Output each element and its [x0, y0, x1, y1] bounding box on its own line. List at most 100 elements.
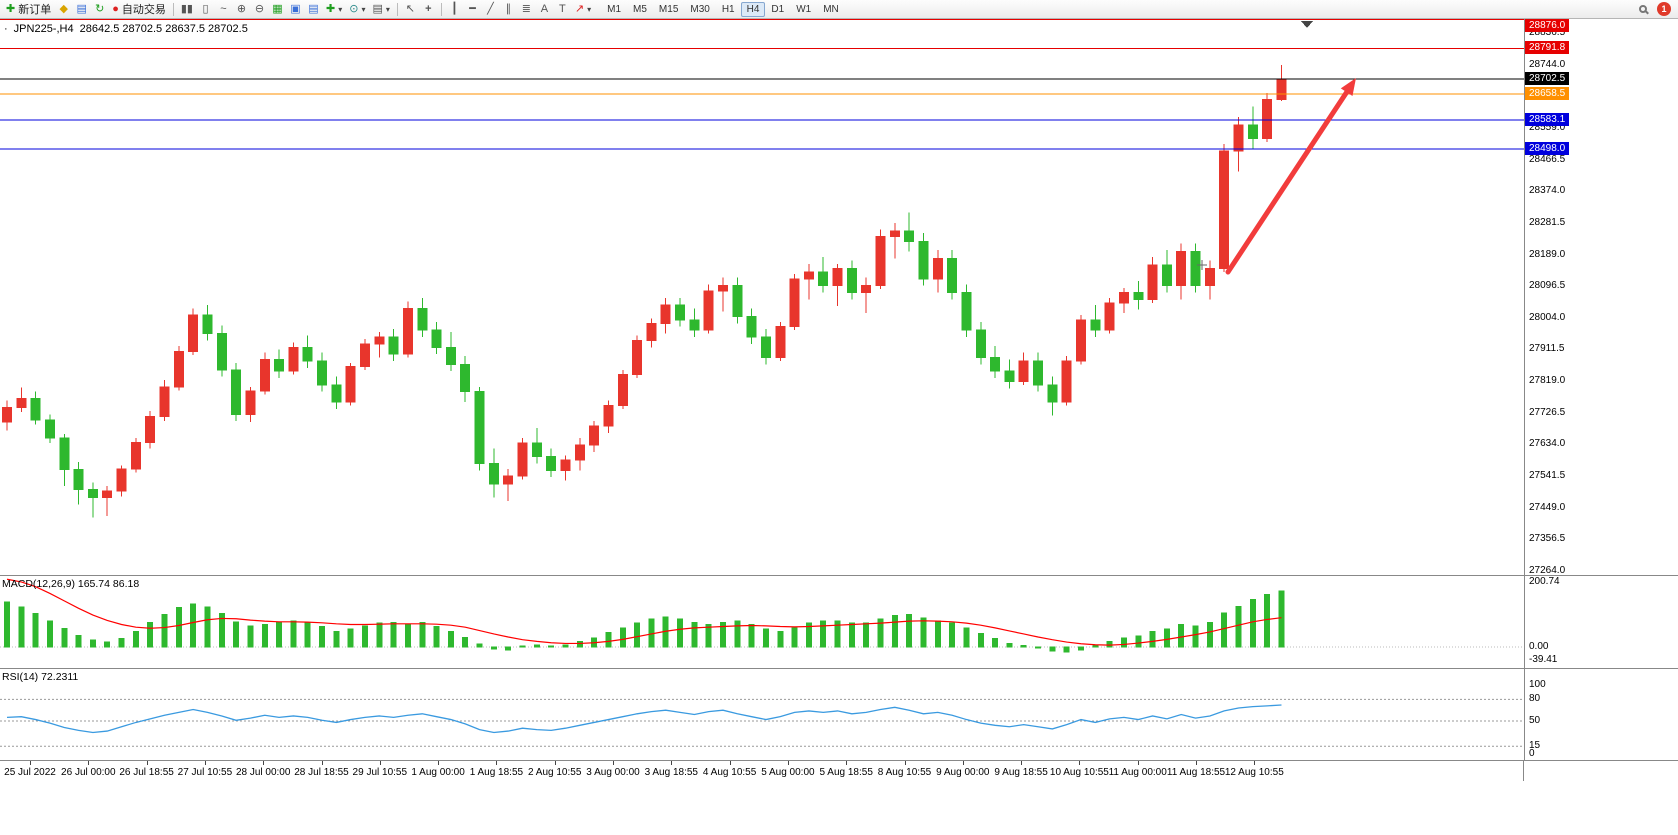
timeframe-button-mn[interactable]: MN	[823, 3, 839, 15]
new-order-icon: ✚	[6, 2, 16, 15]
price-tick-label: 27264.0	[1529, 564, 1566, 576]
new-order-button[interactable]: ✚ 新订单	[3, 1, 54, 18]
price-tick-label: 27726.5	[1529, 406, 1566, 418]
autotrading-button[interactable]: ● 自动交易	[109, 1, 169, 18]
timeframe-button-m30[interactable]: M30	[690, 3, 710, 15]
window-list-icon: ▤	[308, 2, 319, 15]
channel-button[interactable]: ∥	[500, 1, 517, 18]
periods-button[interactable]: ⊙ ▾	[346, 1, 368, 18]
time-label: 28 Jul 18:55	[294, 767, 349, 778]
rsi-axis-label: 15	[1529, 740, 1541, 752]
price-tick-label: 28744.0	[1529, 58, 1566, 70]
main-chart-panel: · JPN225-,H4 28642.5 28702.5 28637.5 287…	[0, 19, 1678, 576]
price-level-label: 28876.0	[1525, 19, 1570, 32]
timeframe-button-m15[interactable]: M15	[658, 3, 679, 15]
rsi-axis-label: 80	[1529, 693, 1541, 705]
timeframe-button-m5[interactable]: M5	[633, 3, 647, 15]
candlestick-chart-button[interactable]: ▯	[197, 1, 214, 18]
trendline-icon: ╱	[487, 2, 494, 15]
time-label: 28 Jul 00:00	[235, 767, 291, 778]
arrows-button[interactable]: ↗ ▾	[572, 1, 594, 18]
notification-badge[interactable]: 1	[1657, 2, 1671, 16]
timeframe-button-h1[interactable]: H1	[721, 3, 735, 15]
fibonacci-icon: ≣	[521, 2, 531, 15]
line-chart-button[interactable]: ~	[215, 1, 232, 18]
time-label: 29 Jul 10:55	[352, 767, 408, 778]
search-button[interactable]	[1634, 1, 1651, 18]
chart-canvas[interactable]	[0, 19, 1524, 575]
price-tick-label: 28281.5	[1529, 216, 1566, 228]
time-label: 25 Jul 2022	[4, 767, 56, 778]
rsi-panel: RSI(14) 72.2311 100 80 50 15 0	[0, 668, 1678, 760]
indicators-icon: ◆	[59, 2, 68, 15]
refresh-button[interactable]: ↻	[91, 1, 108, 18]
macd-canvas[interactable]	[0, 576, 1524, 668]
time-axis[interactable]: 25 Jul 2022 26 Jul 00:00 26 Jul 18:55 27 Ju…	[0, 760, 1678, 781]
time-tick	[962, 761, 964, 765]
rsi-axis[interactable]: 100 80 50 15 0	[1524, 669, 1678, 760]
chart-title: · JPN225-,H4 28642.5 28702.5 28637.5 287…	[4, 23, 248, 35]
text-button[interactable]: A	[536, 1, 553, 18]
zoom-out-icon: ⊖	[254, 2, 265, 15]
timeframe-button-m1[interactable]: M1	[607, 3, 622, 15]
price-tick-label: 28096.5	[1529, 280, 1566, 292]
zoom-out-button[interactable]: ⊖	[251, 1, 268, 18]
zoom-in-button[interactable]: ⊕	[233, 1, 250, 18]
cursor-button[interactable]: ↖	[402, 1, 419, 18]
horizontal-line-button[interactable]: ━	[464, 1, 481, 18]
toolbar-separator	[440, 2, 442, 16]
time-tick	[729, 761, 731, 765]
templates-button[interactable]: ▤ ▾	[369, 1, 392, 18]
time-label: 9 Aug 18:55	[994, 767, 1048, 778]
crosshair-button[interactable]: +	[420, 1, 437, 18]
tile-windows-icon: ▦	[272, 2, 283, 15]
timeframe-button-w1[interactable]: W1	[796, 3, 812, 15]
market-watch-button[interactable]: ▤	[73, 1, 90, 18]
indicators-button[interactable]: ◆	[55, 1, 72, 18]
time-label: 27 Jul 10:55	[177, 767, 233, 778]
vertical-line-button[interactable]: ┃	[446, 1, 463, 18]
time-tick	[88, 761, 90, 765]
time-label: 4 Aug 10:55	[702, 767, 757, 778]
toolbar-right: 1	[1634, 1, 1675, 18]
market-watch-icon: ▤	[76, 2, 87, 15]
text-label-button[interactable]: T	[554, 1, 571, 18]
arrow-tool-icon: ↗	[574, 2, 585, 15]
time-label: 12 Aug 10:55	[1224, 767, 1284, 778]
price-level-label: 28583.1	[1525, 112, 1570, 126]
time-label: 26 Jul 00:00	[61, 767, 116, 778]
rsi-canvas[interactable]	[0, 669, 1524, 760]
bar-chart-icon: ▮▮	[180, 2, 193, 15]
time-tick	[204, 761, 206, 765]
bar-chart-button[interactable]: ▮▮	[178, 1, 196, 18]
chart-shift-marker	[1301, 21, 1313, 28]
time-axis-scale: 25 Jul 2022 26 Jul 00:00 26 Jul 18:55 27 Ju…	[0, 761, 1524, 781]
time-tick	[846, 761, 848, 765]
price-axis[interactable]: 28836.528744.028651.528559.028466.528374…	[1524, 19, 1678, 576]
fibonacci-button[interactable]: ≣	[518, 1, 535, 18]
add-indicator-button[interactable]: ✚ ▾	[323, 1, 345, 18]
time-label: 3 Aug 18:55	[644, 767, 698, 778]
toolbar: ✚ 新订单 ◆ ▤ ↻ ● 自动交易 ▮▮ ▯ ~ ⊕ ⊖ ▦ ▣ ▤ ✚ ▾ …	[0, 0, 1678, 19]
candlestick-chart-icon: ▯	[202, 2, 209, 15]
macd-axis[interactable]: 200.74 0.00 -39.41	[1524, 576, 1678, 668]
horizontal-line-icon: ━	[469, 2, 476, 15]
time-tick	[263, 761, 265, 765]
tile-windows-button[interactable]: ▦	[269, 1, 286, 18]
time-label: 9 Aug 00:00	[936, 767, 990, 778]
timeframe-button-h4[interactable]: H4	[740, 1, 766, 17]
window-list-button[interactable]: ▤	[305, 1, 322, 18]
timeframe-toolbar: M1 M5 M15 M30 H1 H4 D1 W1 MN	[601, 1, 845, 17]
chevron-down-icon: ▾	[587, 4, 592, 14]
price-tick-label: 27911.5	[1529, 343, 1565, 355]
time-tick	[554, 761, 556, 765]
trendline-button[interactable]: ╱	[482, 1, 499, 18]
rsi-axis-label: 50	[1529, 715, 1541, 726]
time-label: 26 Jul 18:55	[119, 767, 174, 778]
cascade-windows-button[interactable]: ▣	[287, 1, 304, 18]
time-label: 3 Aug 00:00	[586, 767, 640, 778]
autotrading-status-icon: ●	[112, 2, 119, 15]
price-level-label: 28658.5	[1525, 87, 1570, 101]
timeframe-button-d1[interactable]: D1	[771, 3, 785, 15]
time-tick	[613, 761, 614, 765]
